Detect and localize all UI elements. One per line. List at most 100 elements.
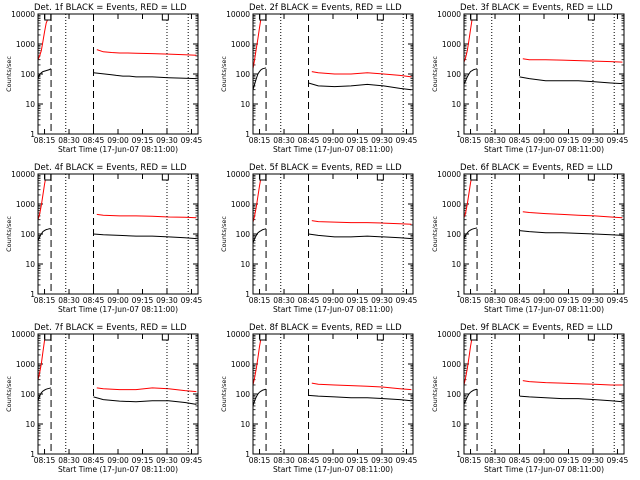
x-tick-label: 09:15 <box>132 296 154 305</box>
x-tick-label: 09:00 <box>322 456 344 465</box>
x-tick-label: 09:00 <box>533 136 555 145</box>
square-marker <box>587 13 595 21</box>
square-marker <box>44 173 52 181</box>
x-tick-label: 08:15 <box>460 136 482 145</box>
square-marker <box>161 333 169 341</box>
x-tick-label: 09:45 <box>181 456 203 465</box>
series-line-events <box>38 387 197 405</box>
x-axis-label: Start Time (17-Jun-07 08:11:00) <box>273 305 393 314</box>
series-line-events <box>464 227 623 239</box>
y-tick-label: 1 <box>30 290 35 299</box>
plot-frame <box>37 333 199 455</box>
x-tick-label: 08:30 <box>58 456 80 465</box>
x-tick-label: 08:30 <box>273 456 295 465</box>
square-marker <box>587 333 595 341</box>
x-tick-label: 08:45 <box>509 136 531 145</box>
x-tick-label: 09:15 <box>558 136 580 145</box>
y-tick-label: 1000 <box>442 360 461 369</box>
x-tick-label: 09:30 <box>582 456 604 465</box>
x-axis-label: Start Time (17-Jun-07 08:11:00) <box>273 145 393 154</box>
x-tick-label: 09:30 <box>156 456 178 465</box>
y-tick-label: 100 <box>236 230 251 239</box>
y-tick-label: 10 <box>451 420 461 429</box>
y-axis-label: Counts/sec <box>220 56 228 92</box>
series-line-events <box>253 228 412 244</box>
y-tick-label: 1 <box>245 290 250 299</box>
y-axis-label: Counts/sec <box>5 376 13 412</box>
y-tick-label: 1000 <box>16 360 35 369</box>
x-tick-label: 09:30 <box>371 296 393 305</box>
y-tick-label: 10000 <box>437 330 461 339</box>
plot-frame <box>252 13 414 135</box>
square-marker <box>259 173 267 181</box>
x-axis-label: Start Time (17-Jun-07 08:11:00) <box>58 305 178 314</box>
y-tick-label: 10000 <box>11 330 35 339</box>
y-tick-label: 1000 <box>16 40 35 49</box>
x-tick-label: 08:30 <box>484 136 506 145</box>
series-line-lld <box>253 334 412 391</box>
y-tick-label: 1000 <box>231 40 250 49</box>
x-tick-label: 09:15 <box>558 456 580 465</box>
chart-panel-det-8: Det. 8f BLACK = Events, RED = LLD Counts/… <box>220 323 417 474</box>
x-tick-label: 09:15 <box>558 296 580 305</box>
y-tick-label: 1 <box>456 450 461 459</box>
x-tick-label: 09:45 <box>181 136 203 145</box>
x-tick-label: 09:45 <box>396 456 418 465</box>
y-tick-label: 1000 <box>231 200 250 209</box>
x-tick-label: 08:30 <box>484 456 506 465</box>
y-tick-label: 10000 <box>437 10 461 19</box>
y-tick-label: 100 <box>447 70 462 79</box>
panel-title: Det. 3f BLACK = Events, RED = LLD <box>460 3 613 13</box>
y-tick-label: 10000 <box>226 10 250 19</box>
x-tick-label: 09:15 <box>132 456 154 465</box>
series-line-lld <box>253 174 412 225</box>
x-tick-label: 08:15 <box>249 136 271 145</box>
y-tick-label: 10 <box>25 100 35 109</box>
x-tick-label: 09:30 <box>156 136 178 145</box>
square-marker <box>376 333 384 341</box>
series-line-events <box>253 388 412 407</box>
x-tick-label: 08:45 <box>83 456 105 465</box>
chart-panel-det-3: Det. 3f BLACK = Events, RED = LLD Counts/… <box>431 3 628 154</box>
y-tick-label: 10000 <box>226 330 250 339</box>
x-tick-label: 09:30 <box>582 136 604 145</box>
x-tick-label: 08:15 <box>460 456 482 465</box>
plot-frame <box>463 13 625 135</box>
y-tick-label: 10 <box>451 100 461 109</box>
panel-title: Det. 4f BLACK = Events, RED = LLD <box>34 163 187 173</box>
chart-panel-det-6: Det. 6f BLACK = Events, RED = LLD Counts/… <box>431 163 628 314</box>
x-tick-label: 09:00 <box>322 296 344 305</box>
x-tick-label: 08:30 <box>273 136 295 145</box>
x-tick-label: 08:45 <box>83 136 105 145</box>
x-tick-label: 09:45 <box>607 296 629 305</box>
y-tick-label: 1 <box>456 130 461 139</box>
x-tick-label: 08:15 <box>34 136 56 145</box>
y-tick-label: 100 <box>21 70 36 79</box>
y-axis-label: Counts/sec <box>431 216 439 252</box>
y-tick-label: 1 <box>30 450 35 459</box>
y-tick-label: 1 <box>245 130 250 139</box>
x-axis-label: Start Time (17-Jun-07 08:11:00) <box>484 145 604 154</box>
chart-panel-det-5: Det. 5f BLACK = Events, RED = LLD Counts/… <box>220 163 417 314</box>
square-marker <box>161 13 169 21</box>
x-tick-label: 08:45 <box>509 296 531 305</box>
square-marker <box>470 173 478 181</box>
square-marker <box>376 173 384 181</box>
panel-title: Det. 9f BLACK = Events, RED = LLD <box>460 323 613 333</box>
y-axis-label: Counts/sec <box>220 216 228 252</box>
panel-title: Det. 5f BLACK = Events, RED = LLD <box>249 163 402 173</box>
plot-frame <box>37 13 199 135</box>
x-tick-label: 08:30 <box>484 296 506 305</box>
square-marker <box>376 13 384 21</box>
y-axis-label: Counts/sec <box>5 56 13 92</box>
series-line-events <box>38 228 197 241</box>
x-tick-label: 09:00 <box>533 296 555 305</box>
plot-frame <box>37 173 199 295</box>
y-tick-label: 1000 <box>231 360 250 369</box>
y-tick-label: 10000 <box>437 170 461 179</box>
y-tick-label: 10 <box>240 260 250 269</box>
y-tick-label: 100 <box>236 390 251 399</box>
x-tick-label: 09:15 <box>132 136 154 145</box>
panel-title: Det. 6f BLACK = Events, RED = LLD <box>460 163 613 173</box>
